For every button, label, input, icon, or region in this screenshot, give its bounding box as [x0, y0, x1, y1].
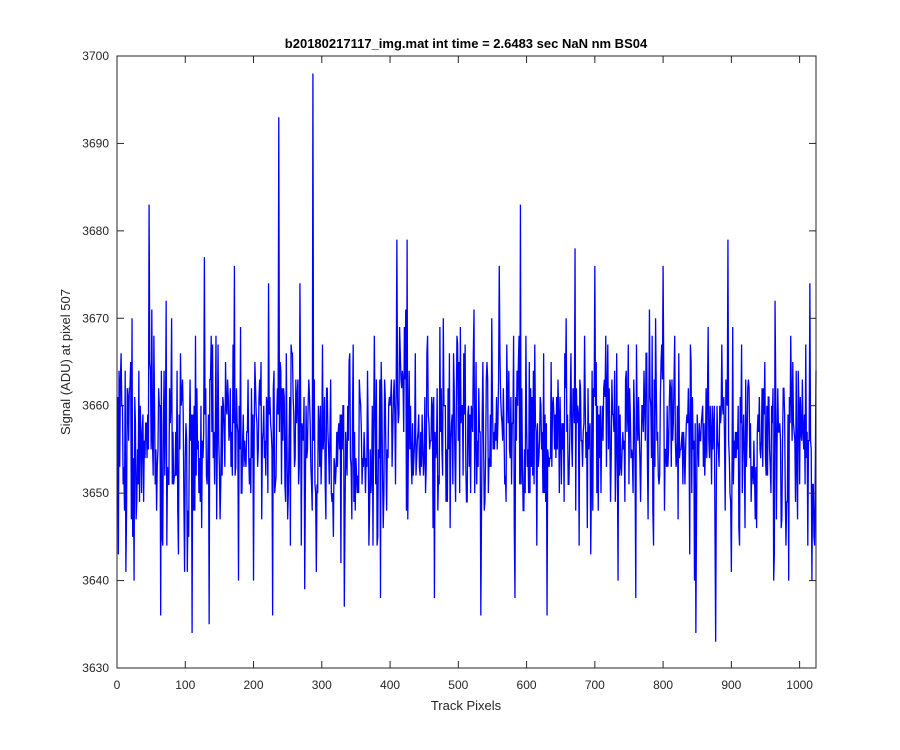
plot-background — [117, 56, 816, 668]
x-tick-label: 900 — [721, 678, 741, 692]
y-tick-label: 3670 — [82, 311, 109, 325]
y-tick-label: 3650 — [82, 486, 109, 500]
x-tick-label: 400 — [380, 678, 400, 692]
series-line — [117, 73, 817, 642]
y-tick-label: 3660 — [82, 399, 109, 413]
axes-box — [116, 55, 817, 669]
x-axis: 0 100 200 300 400 500 600 700 800 900 1000 — [114, 56, 813, 692]
y-tick-label: 3640 — [82, 574, 109, 588]
plot-area — [116, 55, 817, 669]
chart-title: b20180217117_img.mat int time = 2.6483 s… — [285, 36, 648, 51]
y-tick-label: 3690 — [82, 136, 109, 150]
y-axis-title: Signal (ADU) at pixel 507 — [58, 289, 73, 435]
x-tick-label: 0 — [114, 678, 121, 692]
y-axis: 3630 3640 3650 3660 3670 3680 3690 3700 — [82, 49, 816, 675]
x-tick-label: 600 — [517, 678, 537, 692]
x-tick-label: 100 — [175, 678, 195, 692]
x-tick-label: 300 — [312, 678, 332, 692]
x-tick-label: 1000 — [786, 678, 813, 692]
x-tick-label: 200 — [244, 678, 264, 692]
y-tick-label: 3680 — [82, 224, 109, 238]
y-tick-label: 3700 — [82, 49, 109, 63]
x-tick-label: 500 — [448, 678, 468, 692]
x-axis-title: Track Pixels — [431, 698, 502, 713]
y-tick-label: 3630 — [82, 661, 109, 675]
x-tick-label: 800 — [653, 678, 673, 692]
x-tick-label: 700 — [585, 678, 605, 692]
